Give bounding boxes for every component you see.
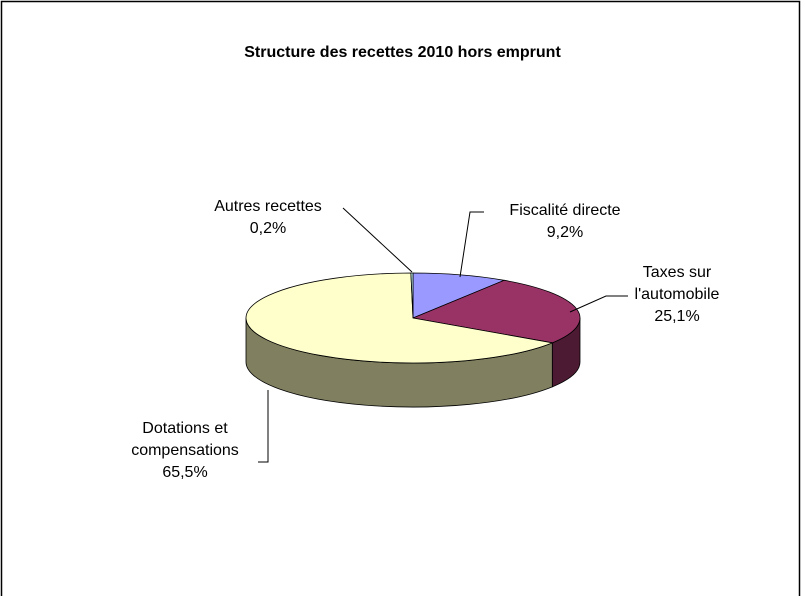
leader-line (459, 211, 484, 278)
category-label: Autres recettes (214, 198, 322, 215)
leader-lines (258, 207, 628, 463)
slice-label: Fiscalité directe 9,2% (485, 200, 645, 244)
leader-line (342, 207, 413, 273)
slice (245, 272, 554, 364)
slice (410, 272, 414, 319)
leader-line (569, 295, 628, 313)
slice-label: Dotations et compensations 65,5% (105, 418, 265, 484)
category-label: Taxes sur l'automobile (634, 264, 720, 303)
chart-title: Structure des recettes 2010 hors emprunt (244, 44, 561, 61)
category-label: Fiscalité directe (509, 202, 621, 219)
value-label: 9,2% (546, 224, 584, 241)
value-label: 65,5% (162, 464, 208, 481)
value-label: 25,1% (654, 308, 700, 325)
slice-label: Autres recettes 0,2% (188, 196, 348, 240)
value-label: 0,2% (249, 220, 287, 237)
pie (245, 272, 581, 408)
category-label: Dotations et compensations (131, 420, 239, 459)
slice-label: Taxes sur l'automobile 25,1% (622, 262, 732, 328)
leader-line (258, 390, 269, 463)
